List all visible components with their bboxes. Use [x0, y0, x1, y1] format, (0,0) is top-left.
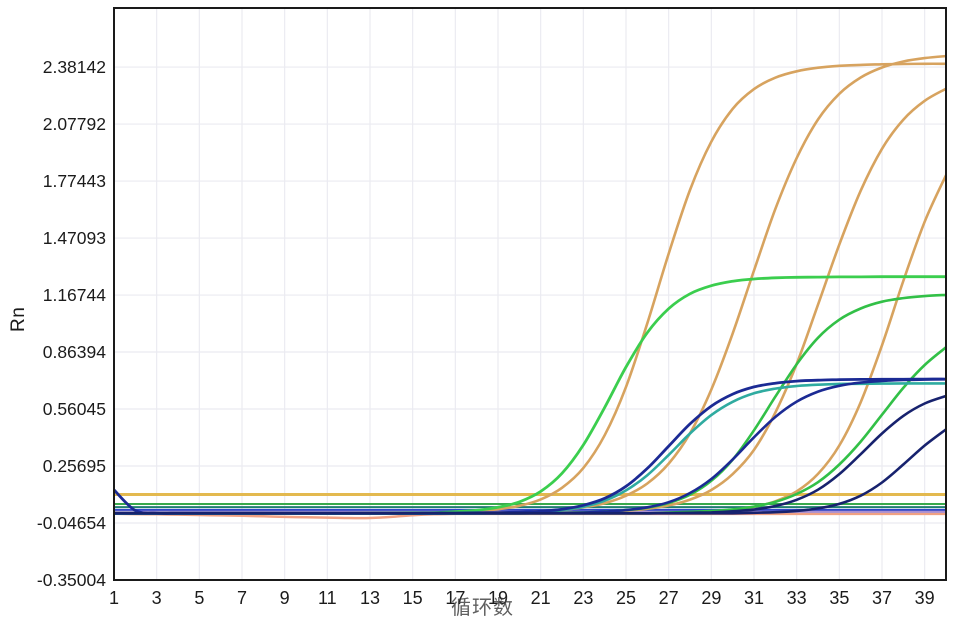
x-tick-label: 25	[616, 588, 636, 608]
x-axis-title: 循环数	[451, 597, 514, 619]
y-tick-label: 1.77443	[43, 171, 106, 191]
x-tick-label: 13	[360, 588, 380, 608]
x-tick-label: 19	[488, 588, 508, 608]
curve-sample-navy-4	[114, 428, 946, 515]
plot-border	[113, 7, 947, 581]
x-tick-label: 1	[109, 588, 119, 608]
y-tick-label: 1.16744	[43, 285, 107, 305]
curve-sample-orange-1	[114, 62, 946, 515]
y-tick-label: 0.25695	[43, 456, 106, 476]
x-tick-label: 3	[152, 588, 162, 608]
x-tick-label: 39	[915, 588, 935, 608]
x-tick-label: 21	[531, 588, 551, 608]
x-tick-label: 17	[445, 588, 465, 608]
curve-sample-orange-3	[114, 87, 946, 515]
x-tick-label: 5	[194, 588, 204, 608]
y-tick-label: -0.04654	[37, 513, 106, 533]
y-tick-label: 2.07792	[43, 114, 106, 134]
x-tick-label: 23	[573, 588, 593, 608]
y-axis-title: Rn	[8, 306, 29, 332]
x-tick-label: 31	[744, 588, 764, 608]
curve-sample-orange-2	[114, 54, 946, 515]
y-tick-label: 0.86394	[43, 342, 107, 362]
y-tick-label: -0.35004	[37, 570, 106, 590]
curve-sample-green-1	[114, 275, 946, 515]
y-tick-label: 1.47093	[43, 228, 106, 248]
x-tick-label: 37	[872, 588, 892, 608]
x-tick-label: 29	[701, 588, 721, 608]
x-tick-label: 35	[829, 588, 849, 608]
x-tick-label: 33	[787, 588, 807, 608]
x-tick-label: 7	[237, 588, 247, 608]
x-tick-label: 9	[280, 588, 290, 608]
y-tick-label: 0.56045	[43, 399, 106, 419]
y-tick-label: 2.38142	[43, 57, 106, 77]
x-tick-label: 15	[403, 588, 423, 608]
x-tick-label: 11	[318, 588, 337, 608]
curve-sample-orange-4	[114, 174, 946, 515]
x-tick-label: 27	[659, 588, 679, 608]
